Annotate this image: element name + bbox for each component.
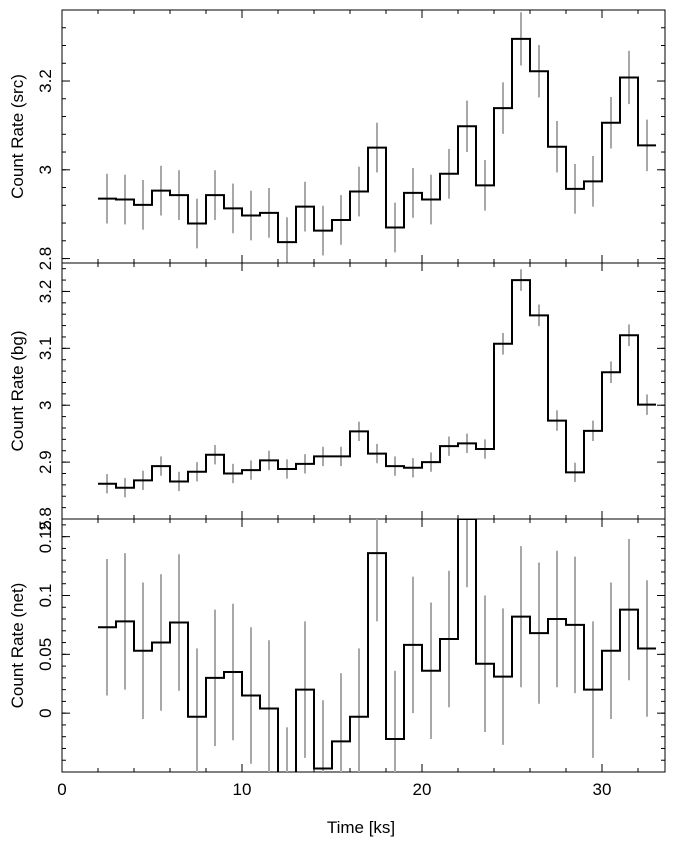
x-tick-label: 30: [593, 780, 612, 799]
y-axis-label: Count Rate (net): [8, 583, 27, 709]
x-tick-label: 10: [233, 780, 252, 799]
y-tick-label: 2.9: [36, 450, 55, 474]
y-tick-label: 0.15: [36, 520, 55, 553]
panel-src: 2.8 3 3.2 Count Rate (src): [8, 9, 666, 271]
panel-frame: [61, 9, 666, 264]
step-series-line: [98, 37, 656, 244]
y-tick-label: 2.8: [36, 507, 55, 531]
y-tick-label: 3: [36, 400, 55, 409]
step-series-line: [98, 279, 656, 489]
x-axis-label: Time [ks]: [327, 818, 395, 837]
y-axis-label: Count Rate (src): [8, 74, 27, 199]
y-tick-label: 3.2: [36, 69, 55, 93]
y-tick-label: 3: [36, 165, 55, 174]
y-tick-label: 3.1: [36, 337, 55, 361]
panel-frame: [61, 518, 666, 773]
panel-net: 0 0.05 0.1 0.15 Count Rate (net) 0 10 20 30: [8, 518, 666, 799]
x-tick-label: 0: [57, 780, 66, 799]
step-series-line: [98, 519, 656, 772]
y-axis-label: Count Rate (bg): [8, 331, 27, 452]
y-tick-label: 2.8: [36, 247, 55, 271]
y-tick-label: 3.2: [36, 280, 55, 304]
panel-bg: 2.8 2.9 3 3.1 3.2 Count Rate (bg): [8, 262, 666, 531]
y-tick-label: 0.05: [36, 638, 55, 671]
x-tick-label: 20: [413, 780, 432, 799]
y-tick-label: 0.1: [36, 584, 55, 608]
y-tick-label: 0: [36, 708, 55, 717]
